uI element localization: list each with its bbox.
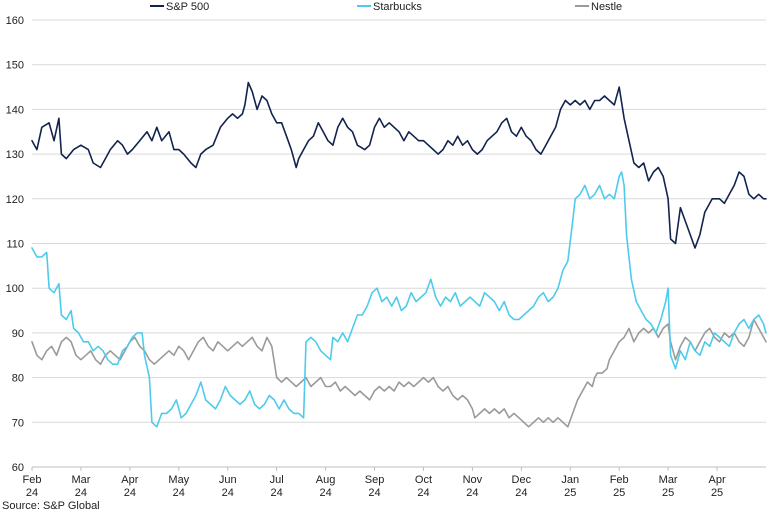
x-tick-label-year: 24 <box>271 487 283 499</box>
x-tick-label-month: Oct <box>415 474 432 486</box>
x-tick-label-year: 24 <box>124 487 136 499</box>
x-tick-label-year: 25 <box>711 487 723 499</box>
y-tick-label: 120 <box>6 194 24 206</box>
y-tick-label: 160 <box>6 15 24 27</box>
legend-label: S&P 500 <box>166 1 209 13</box>
x-tick-label-year: 24 <box>466 487 478 499</box>
series-line-s-p-500 <box>31 81 767 249</box>
series-lines <box>31 81 767 428</box>
x-tick-label-month: Feb <box>610 474 629 486</box>
x-tick-label-month: May <box>168 474 189 486</box>
x-tick-label-month: Jan <box>561 474 579 486</box>
y-tick-label: 80 <box>12 373 24 385</box>
x-tick-label-year: 24 <box>515 487 527 499</box>
x-tick-label-year: 25 <box>613 487 625 499</box>
x-tick-label-year: 24 <box>173 487 185 499</box>
x-tick-label-year: 24 <box>319 487 331 499</box>
y-tick-label: 110 <box>6 239 24 251</box>
x-tick-label-month: Nov <box>463 474 483 486</box>
x-tick-label-year: 25 <box>564 487 576 499</box>
x-tick-label-month: Jun <box>219 474 237 486</box>
y-tick-label: 150 <box>6 60 24 72</box>
series-line-starbucks <box>31 171 767 428</box>
legend-label: Nestle <box>591 1 622 13</box>
legend: S&P 500 Starbucks Nestle <box>150 1 622 13</box>
y-tick-label: 130 <box>6 149 24 161</box>
x-tick-label-month: Apr <box>121 474 138 486</box>
y-tick-label: 100 <box>6 283 24 295</box>
y-tick-label: 70 <box>12 417 24 429</box>
y-tick-label: 140 <box>6 104 24 116</box>
series-line-nestle <box>31 318 767 428</box>
x-tick-label-year: 24 <box>75 487 87 499</box>
gridlines <box>32 19 766 468</box>
y-tick-label: 90 <box>12 328 24 340</box>
y-axis: 60 70 80 90 100 110 120 130 140 150 160 <box>6 15 24 474</box>
x-tick-label-month: Feb <box>23 474 42 486</box>
source-note: Source: S&P Global <box>2 500 100 512</box>
x-tick-label-month: Mar <box>71 474 90 486</box>
x-tick-label-year: 24 <box>368 487 380 499</box>
x-tick-label-month: Sep <box>365 474 385 486</box>
x-tick-label-month: Jul <box>270 474 284 486</box>
x-tick-label-month: Dec <box>512 474 532 486</box>
x-tick-label-year: 24 <box>222 487 234 499</box>
x-tick-label-month: Mar <box>659 474 678 486</box>
legend-label: Starbucks <box>373 1 422 13</box>
x-tick-label-year: 25 <box>662 487 674 499</box>
x-axis: Feb24Mar24Apr24May24Jun24Jul24Aug24Sep24… <box>23 466 766 499</box>
y-tick-label: 60 <box>12 462 24 474</box>
x-tick-label-year: 24 <box>26 487 38 499</box>
x-tick-label-month: Apr <box>709 474 726 486</box>
x-tick-label-year: 24 <box>417 487 429 499</box>
x-tick-label-month: Aug <box>316 474 336 486</box>
